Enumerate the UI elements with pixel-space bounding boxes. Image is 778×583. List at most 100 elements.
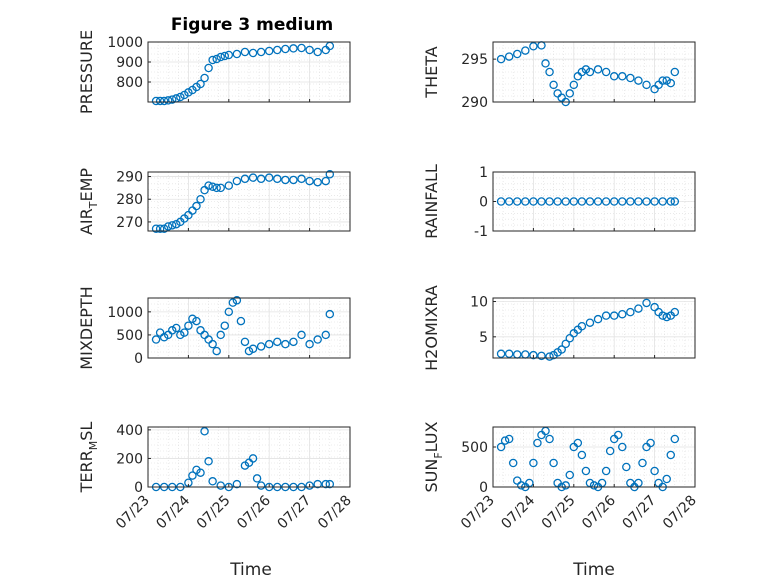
y-tick-label: 0 [134,351,143,367]
data-point [504,349,514,359]
data-point [529,458,538,468]
data-point [589,481,599,490]
y-axis-label: THETA [422,46,441,98]
data-point [212,183,221,193]
x-tick-label: 07/26 [234,492,274,532]
data-point [577,321,587,331]
data-point [585,67,595,77]
data-point [224,50,234,60]
data-point [256,174,266,184]
data-point [305,339,314,349]
data-point [581,466,591,476]
x-tick-label: 07/27 [620,493,660,533]
figure-title: Figure 3 medium [171,15,333,35]
data-point [167,221,177,230]
data-point [613,430,623,440]
data-point [159,224,169,233]
data-point [248,173,258,182]
data-point [618,197,627,206]
data-point [549,458,558,468]
data-point [212,54,221,64]
data-point [662,312,671,322]
data-point [618,442,627,452]
x-tick-label: 07/23 [458,493,498,533]
data-point [172,219,181,229]
data-point [577,197,587,206]
data-point [504,52,514,61]
data-point [264,46,274,56]
data-point [601,197,611,206]
data-point [289,44,298,53]
data-point [662,474,671,484]
data-point [232,296,242,305]
data-point [240,47,250,57]
data-point [313,479,322,489]
data-point [305,176,314,186]
data-point [196,468,205,477]
data-point [605,446,615,456]
data-point [634,304,643,313]
y-tick-label: 400 [116,423,143,439]
y-tick-label: 800 [116,75,143,91]
data-point [184,321,193,330]
data-point [236,316,246,326]
data-point [224,181,234,190]
data-point [208,182,217,191]
data-point [176,92,185,102]
data-point [208,339,217,349]
data-point [517,481,526,490]
data-point [569,80,579,90]
data-point [208,55,217,65]
data-point [634,197,643,206]
data-point [256,481,266,490]
data-point [609,311,619,320]
data-point [281,175,290,185]
y-axis-label: AIRTEMP [77,168,100,235]
data-point [650,302,659,312]
y-tick-label: 295 [461,52,488,68]
data-point [232,479,242,489]
data-point [601,311,611,320]
data-point [593,314,603,324]
data-point [248,48,258,58]
data-point [504,434,514,444]
data-point [204,63,213,73]
data-point [537,197,546,206]
subplot-sun_flux: 0 500 07/23 07/24 07/25 07/26 07/27 07/28 SUNFLU… [422,421,700,532]
data-point [626,307,635,317]
data-point [216,183,225,193]
data-point [496,54,506,64]
axes-box [147,41,351,103]
data-point [273,45,282,55]
data-point [512,49,522,59]
y-tick-label: 290 [116,170,143,186]
data-point [658,76,667,85]
data-point [642,298,651,308]
subplot-mixdepth: 0 500 1000 MIXDEPTH [77,286,351,370]
y-axis-label: PRESSURE [77,30,96,114]
x-tick-label: 07/28 [660,493,700,533]
data-point [593,197,603,206]
data-point [585,197,595,206]
data-point [533,438,542,448]
data-point [216,481,225,490]
data-point [204,457,213,466]
x-tick-label: 07/24 [498,492,538,532]
y-axis-label: MIXDEPTH [77,286,96,369]
data-point [297,43,306,53]
data-point [638,458,647,468]
data-point [618,72,627,81]
data-point [569,197,579,206]
data-point [200,73,209,83]
data-point [541,59,550,68]
y-tick-label: 0 [134,480,143,496]
subplot-terr_msl: 0 200 400 07/23 07/24 07/25 07/26 07/27 07/28 TER… [77,422,355,533]
data-point [565,470,575,480]
y-axis-label: RAINFALL [422,164,441,239]
data-point [212,346,221,356]
data-point [325,309,335,319]
axes-box [492,297,696,359]
data-point [232,49,242,59]
data-point [622,462,631,472]
